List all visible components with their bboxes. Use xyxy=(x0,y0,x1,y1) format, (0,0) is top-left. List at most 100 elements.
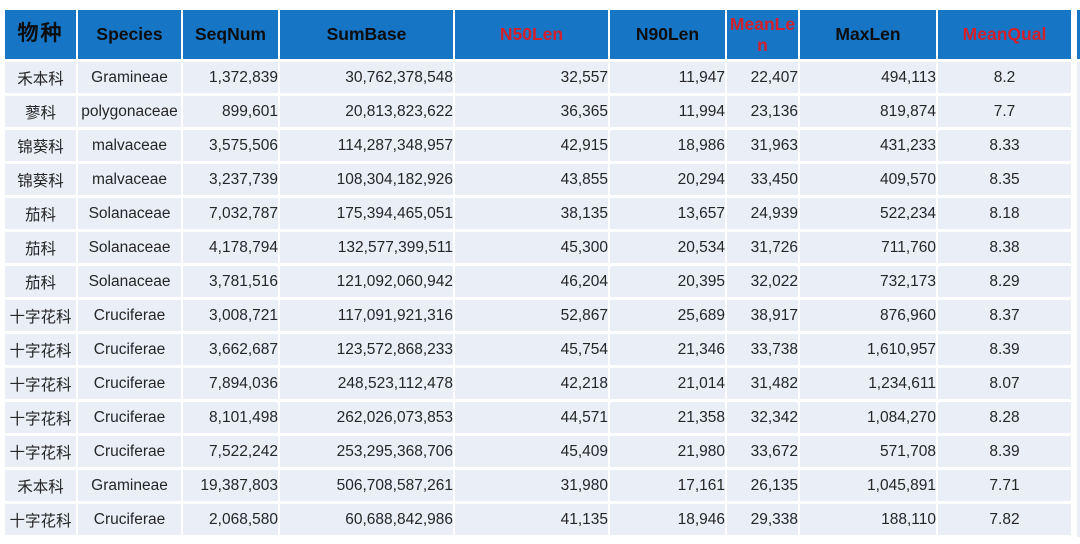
table-cell-species: Cruciferae xyxy=(78,368,181,399)
table-cell-species: Cruciferae xyxy=(78,300,181,331)
table-cell-n50len: 41,135 xyxy=(455,504,608,535)
table-cell-species-cn: 十字花科 xyxy=(5,504,76,535)
table-cell-species-cn: 十字花科 xyxy=(5,402,76,433)
column-header-meanqual: MeanQual xyxy=(938,10,1071,59)
table-cell-n90len: 11,994 xyxy=(610,96,725,127)
table-cell-maxlen: 409,570 xyxy=(800,164,936,195)
column-header-meanlen: MeanLen xyxy=(727,10,798,59)
table-cell-n50len: 45,300 xyxy=(455,232,608,263)
table-cell-seqnum: 19,387,803 xyxy=(183,470,278,501)
table-cell-species: Cruciferae xyxy=(78,436,181,467)
table-cell-meanlen: 24,939 xyxy=(727,198,798,229)
table-cell-meanlen: 38,917 xyxy=(727,300,798,331)
table-cell-meanqual: 8.37 xyxy=(938,300,1071,331)
table-cell-seqnum: 3,008,721 xyxy=(183,300,278,331)
table-cell-n90len: 20,534 xyxy=(610,232,725,263)
table-cell-maxlen: 188,110 xyxy=(800,504,936,535)
table-cell-species-cn: 十字花科 xyxy=(5,368,76,399)
table-cell-meanqual: 8.07 xyxy=(938,368,1071,399)
table-cell-maxlen: 1,234,611 xyxy=(800,368,936,399)
table-cell-species: Solanaceae xyxy=(78,232,181,263)
table-cell-maxlen: 431,233 xyxy=(800,130,936,161)
table-cell-species-cn: 禾本科 xyxy=(5,62,76,93)
table-row: 锦葵科 malvaceae 3,237,739 108,304,182,926 43,8… xyxy=(5,164,1071,195)
table-cell-sumbase: 60,688,842,986 xyxy=(280,504,453,535)
table-cell-meanlen: 33,738 xyxy=(727,334,798,365)
table-row: 十字花科 Cruciferae 8,101,498 262,026,073,853 44… xyxy=(5,402,1071,433)
table-cell-seqnum: 3,781,516 xyxy=(183,266,278,297)
table-cell-species: Cruciferae xyxy=(78,334,181,365)
table-cell-maxlen: 494,113 xyxy=(800,62,936,93)
table-cell-species: malvaceae xyxy=(78,130,181,161)
table-cell-sumbase: 175,394,465,051 xyxy=(280,198,453,229)
table-cell-meanqual: 8.39 xyxy=(938,334,1071,365)
table-cell-seqnum: 3,237,739 xyxy=(183,164,278,195)
table-cell-species-cn: 十字花科 xyxy=(5,436,76,467)
table-cell-n90len: 11,947 xyxy=(610,62,725,93)
table-cell-maxlen: 1,610,957 xyxy=(800,334,936,365)
table-cell-n50len: 32,557 xyxy=(455,62,608,93)
table-cell-species-cn: 十字花科 xyxy=(5,300,76,331)
table-cell-n50len: 42,218 xyxy=(455,368,608,399)
table-cell-meanlen: 31,482 xyxy=(727,368,798,399)
table-cell-n90len: 20,395 xyxy=(610,266,725,297)
table-cell-species-cn: 锦葵科 xyxy=(5,130,76,161)
table-cell-n90len: 18,986 xyxy=(610,130,725,161)
table-cell-maxlen: 711,760 xyxy=(800,232,936,263)
table-cell-maxlen: 732,173 xyxy=(800,266,936,297)
table-cell-species-cn: 锦葵科 xyxy=(5,164,76,195)
table-cell-meanlen: 32,022 xyxy=(727,266,798,297)
table-cell-seqnum: 3,662,687 xyxy=(183,334,278,365)
table-cell-meanqual: 7.82 xyxy=(938,504,1071,535)
table-header: 物种 Species SeqNum SumBase N50Len N90Len … xyxy=(5,10,1071,59)
column-header-n50len: N50Len xyxy=(455,10,608,59)
table-row: 十字花科 Cruciferae 3,008,721 117,091,921,316 52… xyxy=(5,300,1071,331)
table-row: 蓼科 polygonaceae 899,601 20,813,823,622 36,36… xyxy=(5,96,1071,127)
table-cell-seqnum: 7,032,787 xyxy=(183,198,278,229)
table-cell-n90len: 13,657 xyxy=(610,198,725,229)
table-cell-n50len: 31,980 xyxy=(455,470,608,501)
table-cell-meanlen: 22,407 xyxy=(727,62,798,93)
table-cell-n90len: 21,346 xyxy=(610,334,725,365)
table-cell-sumbase: 253,295,368,706 xyxy=(280,436,453,467)
column-header-sumbase: SumBase xyxy=(280,10,453,59)
table-cell-n50len: 45,754 xyxy=(455,334,608,365)
table-cell-sumbase: 117,091,921,316 xyxy=(280,300,453,331)
table-row: 锦葵科 malvaceae 3,575,506 114,287,348,957 42,9… xyxy=(5,130,1071,161)
table-cell-n50len: 36,365 xyxy=(455,96,608,127)
table-cell-seqnum: 4,178,794 xyxy=(183,232,278,263)
table-cell-species-cn: 茄科 xyxy=(5,232,76,263)
table-cell-meanqual: 8.18 xyxy=(938,198,1071,229)
cutoff-column-header-sliver xyxy=(1077,10,1080,59)
table-cell-n90len: 17,161 xyxy=(610,470,725,501)
table-cell-n50len: 45,409 xyxy=(455,436,608,467)
table-cell-maxlen: 1,045,891 xyxy=(800,470,936,501)
table-row: 十字花科 Cruciferae 3,662,687 123,572,868,233 45… xyxy=(5,334,1071,365)
table-row: 禾本科 Gramineae 1,372,839 30,762,378,548 32,55… xyxy=(5,62,1071,93)
table-cell-sumbase: 248,523,112,478 xyxy=(280,368,453,399)
table-cell-seqnum: 8,101,498 xyxy=(183,402,278,433)
table-cell-seqnum: 899,601 xyxy=(183,96,278,127)
table-cell-seqnum: 3,575,506 xyxy=(183,130,278,161)
table-row: 十字花科 Cruciferae 7,522,242 253,295,368,706 45… xyxy=(5,436,1071,467)
table-cell-sumbase: 123,572,868,233 xyxy=(280,334,453,365)
table-cell-meanlen: 26,135 xyxy=(727,470,798,501)
table-cell-n90len: 21,358 xyxy=(610,402,725,433)
table-cell-sumbase: 20,813,823,622 xyxy=(280,96,453,127)
column-header-species: Species xyxy=(78,10,181,59)
table-cell-meanqual: 8.29 xyxy=(938,266,1071,297)
cutoff-column-body-sliver xyxy=(1077,62,1080,537)
table-cell-sumbase: 506,708,587,261 xyxy=(280,470,453,501)
table-cell-meanqual: 8.33 xyxy=(938,130,1071,161)
table-cell-species: Solanaceae xyxy=(78,198,181,229)
table-cell-meanqual: 7.71 xyxy=(938,470,1071,501)
table-cell-species: Gramineae xyxy=(78,62,181,93)
table-cell-seqnum: 2,068,580 xyxy=(183,504,278,535)
table-cell-meanqual: 8.39 xyxy=(938,436,1071,467)
table-cell-n90len: 25,689 xyxy=(610,300,725,331)
table-cell-species-cn: 茄科 xyxy=(5,266,76,297)
table-row: 禾本科 Gramineae 19,387,803 506,708,587,261 31,… xyxy=(5,470,1071,501)
table-cell-species-cn: 十字花科 xyxy=(5,334,76,365)
table-cell-meanlen: 23,136 xyxy=(727,96,798,127)
